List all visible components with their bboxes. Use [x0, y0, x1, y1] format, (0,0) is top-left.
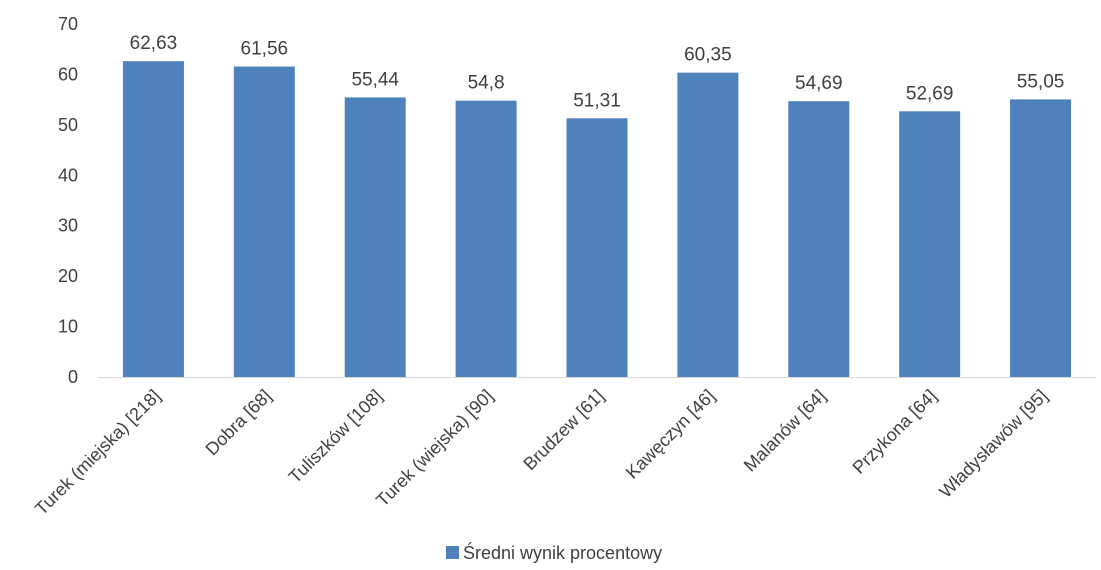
data-label: 55,44: [351, 69, 399, 90]
y-tick-label: 60: [58, 64, 78, 84]
x-tick-label: Kawęczyn [46]: [622, 386, 719, 483]
data-label: 54,69: [795, 73, 843, 94]
y-axis: 0 10 20 30 40 50 60 70: [58, 14, 78, 387]
bar: [788, 101, 850, 377]
bar: [344, 97, 406, 377]
x-axis: Turek (miejska) [218] Dobra [68] Tuliszków…: [31, 377, 1096, 519]
legend[interactable]: Średni wynik procentowy: [446, 542, 662, 563]
x-tick-label: Tuliszków [108]: [285, 386, 386, 487]
x-tick-label: Dobra [68]: [202, 386, 276, 460]
bar: [233, 66, 295, 378]
x-tick-label: Malanów [64]: [740, 386, 830, 476]
data-label: 60,35: [684, 45, 732, 66]
y-tick-label: 70: [58, 14, 78, 34]
x-tick-label: Władysławów [95]: [935, 386, 1051, 502]
data-label: 51,31: [573, 90, 621, 111]
y-tick-label: 0: [68, 367, 78, 387]
x-tick-label: Turek (wiejska) [90]: [372, 386, 497, 511]
data-label: 62,63: [130, 33, 178, 54]
x-tick-label: Turek (miejska) [218]: [31, 386, 164, 519]
bar: [455, 100, 517, 377]
bar: [899, 111, 961, 377]
y-tick-label: 40: [58, 165, 78, 185]
bars-group: [122, 61, 1072, 378]
bar: [566, 118, 628, 377]
y-tick-label: 30: [58, 216, 78, 236]
data-label: 61,56: [241, 39, 289, 60]
legend-swatch: [446, 546, 459, 559]
bar: [677, 72, 739, 377]
data-label: 55,05: [1017, 71, 1065, 92]
y-tick-label: 20: [58, 266, 78, 286]
x-tick-label: Przykona [64]: [849, 386, 941, 478]
bar: [1010, 99, 1072, 377]
legend-label: Średni wynik procentowy: [463, 542, 662, 563]
y-tick-label: 50: [58, 115, 78, 135]
data-label: 54,8: [468, 73, 505, 94]
y-tick-label: 10: [58, 317, 78, 337]
data-labels-group: 62,63 61,56 55,44 54,8 51,31 60,35 54,69 52,69 5…: [130, 33, 1065, 111]
x-tick-label: Brudzew [61]: [519, 386, 607, 474]
data-label: 52,69: [906, 83, 954, 104]
bar: [122, 61, 184, 377]
